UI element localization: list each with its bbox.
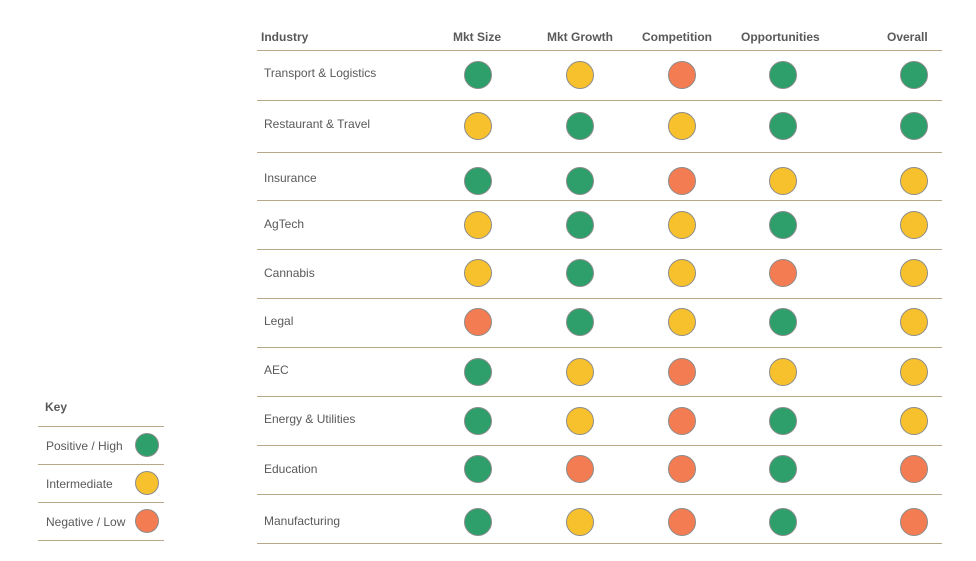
rating-dot-mkt-size-negative — [464, 308, 492, 336]
rating-dot-mkt-size-intermediate — [464, 259, 492, 287]
rating-dot-overall-intermediate — [900, 407, 928, 435]
rating-dot-mkt-growth-intermediate — [566, 508, 594, 536]
rating-dot-mkt-size-positive — [464, 407, 492, 435]
rating-dot-mkt-size-positive — [464, 508, 492, 536]
rating-dot-mkt-size-positive — [464, 61, 492, 89]
rating-dot-competition-intermediate — [668, 308, 696, 336]
column-header-opportunities: Opportunities — [741, 30, 820, 44]
rating-dot-opportunities-positive — [769, 61, 797, 89]
rating-dot-competition-negative — [668, 358, 696, 386]
industry-name: Transport & Logistics — [264, 66, 377, 80]
key-dot-negative — [135, 509, 159, 533]
industry-name: Legal — [264, 314, 294, 328]
key-dot-positive — [135, 433, 159, 457]
key-label: Intermediate — [46, 477, 113, 491]
table-row-insurance: Insurance — [257, 153, 942, 201]
legend-key: Key Positive / High Intermediate Negative … — [38, 398, 164, 541]
rating-dot-competition-negative — [668, 61, 696, 89]
rating-dot-mkt-size-intermediate — [464, 112, 492, 140]
table-row-legal: Legal — [257, 299, 942, 348]
industry-rating-table: Industry Mkt Size Mkt Growth Competition Opp… — [257, 24, 942, 544]
rating-dot-competition-intermediate — [668, 259, 696, 287]
column-header-industry: Industry — [261, 30, 309, 44]
industry-name: Education — [264, 462, 318, 476]
rating-dot-competition-intermediate — [668, 211, 696, 239]
rating-dot-opportunities-positive — [769, 308, 797, 336]
table-row-agtech: AgTech — [257, 201, 942, 250]
rating-dot-opportunities-positive — [769, 508, 797, 536]
key-item-intermediate: Intermediate — [38, 465, 164, 503]
rating-dot-overall-negative — [900, 508, 928, 536]
rating-dot-overall-intermediate — [900, 211, 928, 239]
industry-name: Insurance — [264, 171, 317, 185]
rating-dot-opportunities-intermediate — [769, 358, 797, 386]
column-header-overall: Overall — [887, 30, 928, 44]
rating-dot-mkt-size-positive — [464, 358, 492, 386]
table-row-transport-and-logistics: Transport & Logistics — [257, 51, 942, 101]
column-header-competition: Competition — [642, 30, 712, 44]
column-header-mkt-size: Mkt Size — [453, 30, 502, 44]
key-label: Negative / Low — [46, 515, 126, 529]
table-row-aec: AEC — [257, 348, 942, 397]
rating-dot-mkt-size-intermediate — [464, 211, 492, 239]
rating-dot-opportunities-positive — [769, 112, 797, 140]
column-header-mkt-growth: Mkt Growth — [547, 30, 613, 44]
rating-dot-mkt-size-positive — [464, 455, 492, 483]
key-items: Positive / High Intermediate Negative / Lo… — [38, 427, 164, 541]
rating-dot-opportunities-positive — [769, 407, 797, 435]
rating-dot-overall-intermediate — [900, 167, 928, 195]
key-label: Positive / High — [46, 439, 123, 453]
key-item-negative: Negative / Low — [38, 503, 164, 541]
industry-name: Cannabis — [264, 266, 315, 280]
rating-dot-mkt-growth-positive — [566, 259, 594, 287]
rating-dot-mkt-growth-positive — [566, 211, 594, 239]
rating-dot-opportunities-negative — [769, 259, 797, 287]
key-item-positive: Positive / High — [38, 427, 164, 465]
rating-dot-mkt-growth-positive — [566, 308, 594, 336]
rating-dot-overall-intermediate — [900, 358, 928, 386]
industry-name: Manufacturing — [264, 514, 341, 528]
industry-name: Energy & Utilities — [264, 412, 356, 426]
industry-name: Restaurant & Travel — [264, 117, 371, 131]
table-row-energy-and-utilities: Energy & Utilities — [257, 397, 942, 446]
rating-dot-opportunities-positive — [769, 211, 797, 239]
rating-dot-mkt-growth-intermediate — [566, 407, 594, 435]
rating-dot-mkt-growth-intermediate — [566, 358, 594, 386]
table-header: Industry Mkt Size Mkt Growth Competition Opp… — [257, 24, 942, 51]
key-dot-intermediate — [135, 471, 159, 495]
rating-dot-competition-negative — [668, 455, 696, 483]
rating-dot-mkt-growth-negative — [566, 455, 594, 483]
rating-dot-overall-positive — [900, 112, 928, 140]
table-row-restaurant-and-travel: Restaurant & Travel — [257, 101, 942, 153]
rating-dot-mkt-growth-positive — [566, 112, 594, 140]
rating-dot-mkt-size-positive — [464, 167, 492, 195]
rating-dot-overall-negative — [900, 455, 928, 483]
rating-dot-overall-intermediate — [900, 259, 928, 287]
table-body: Transport & Logistics Restaurant & Travel… — [257, 51, 942, 544]
table-row-education: Education — [257, 446, 942, 495]
rating-dot-opportunities-positive — [769, 455, 797, 483]
rating-dot-competition-negative — [668, 167, 696, 195]
rating-dot-competition-negative — [668, 407, 696, 435]
rating-dot-mkt-growth-intermediate — [566, 61, 594, 89]
rating-dot-opportunities-intermediate — [769, 167, 797, 195]
rating-dot-competition-negative — [668, 508, 696, 536]
rating-dot-competition-intermediate — [668, 112, 696, 140]
key-title: Key — [38, 398, 164, 427]
table-row-cannabis: Cannabis — [257, 250, 942, 299]
table-row-manufacturing: Manufacturing — [257, 495, 942, 544]
industry-name: AEC — [264, 363, 289, 377]
rating-dot-overall-positive — [900, 61, 928, 89]
industry-name: AgTech — [264, 217, 305, 231]
rating-dot-overall-intermediate — [900, 308, 928, 336]
rating-dot-mkt-growth-positive — [566, 167, 594, 195]
